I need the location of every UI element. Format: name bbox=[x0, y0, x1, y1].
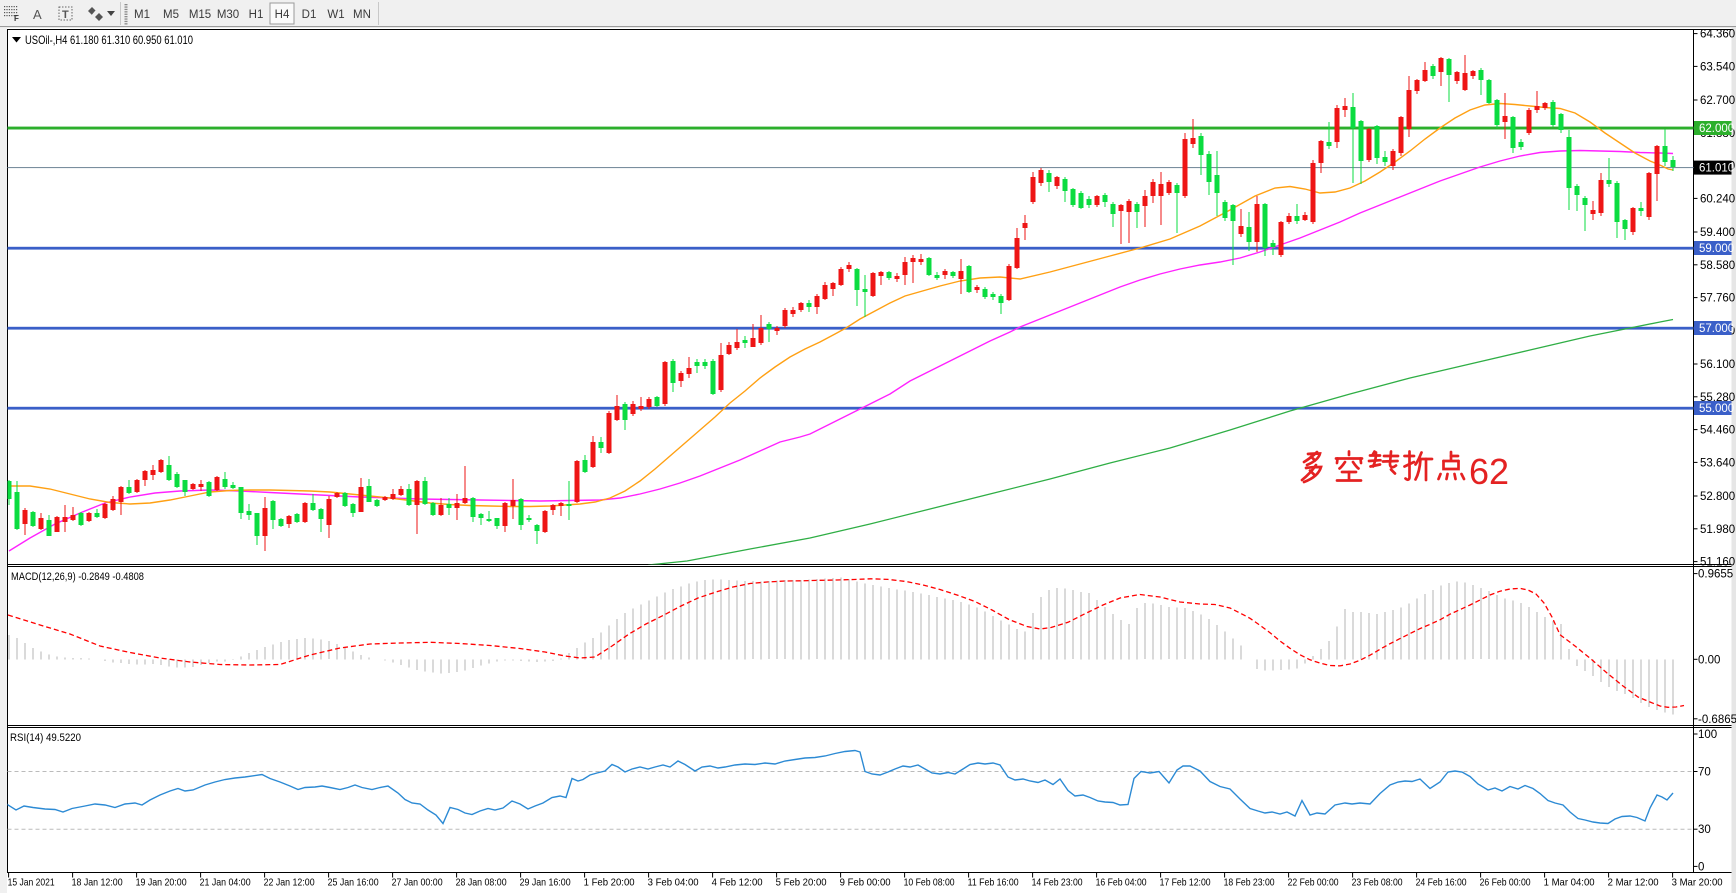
svg-text:21 Jan 04:00: 21 Jan 04:00 bbox=[200, 877, 251, 889]
svg-text:T: T bbox=[62, 9, 69, 21]
svg-text:-0.6865: -0.6865 bbox=[1698, 714, 1736, 726]
svg-text:A: A bbox=[33, 7, 42, 22]
svg-text:MACD(12,26,9) -0.2849 -0.4808: MACD(12,26,9) -0.2849 -0.4808 bbox=[11, 571, 144, 583]
svg-text:57.760: 57.760 bbox=[1700, 293, 1735, 305]
svg-text:MN: MN bbox=[353, 9, 371, 21]
svg-text:59.000: 59.000 bbox=[1699, 243, 1734, 255]
svg-text:60.240: 60.240 bbox=[1700, 193, 1735, 205]
svg-text:59.400: 59.400 bbox=[1700, 227, 1735, 239]
svg-text:M5: M5 bbox=[163, 9, 179, 21]
svg-text:22 Jan 12:00: 22 Jan 12:00 bbox=[264, 877, 315, 889]
svg-text:100: 100 bbox=[1698, 729, 1717, 741]
svg-text:0.9655: 0.9655 bbox=[1698, 569, 1733, 581]
svg-text:5 Feb 20:00: 5 Feb 20:00 bbox=[776, 877, 827, 889]
svg-text:F: F bbox=[14, 14, 19, 23]
svg-text:54.460: 54.460 bbox=[1700, 425, 1735, 437]
svg-text:H4: H4 bbox=[275, 9, 290, 21]
svg-text:53.640: 53.640 bbox=[1700, 457, 1735, 469]
svg-text:17 Feb 12:00: 17 Feb 12:00 bbox=[1160, 877, 1211, 889]
svg-text:M30: M30 bbox=[217, 9, 239, 21]
svg-text:3 Mar 20:00: 3 Mar 20:00 bbox=[1672, 877, 1723, 889]
svg-text:19 Jan 20:00: 19 Jan 20:00 bbox=[136, 877, 187, 889]
svg-text:2 Mar 12:00: 2 Mar 12:00 bbox=[1608, 877, 1659, 889]
svg-text:58.580: 58.580 bbox=[1700, 260, 1735, 272]
svg-text:H1: H1 bbox=[249, 9, 264, 21]
svg-text:M1: M1 bbox=[134, 9, 150, 21]
svg-text:26 Feb 00:00: 26 Feb 00:00 bbox=[1480, 877, 1531, 889]
svg-text:61.010: 61.010 bbox=[1699, 163, 1734, 175]
svg-text:28 Jan 08:00: 28 Jan 08:00 bbox=[456, 877, 507, 889]
svg-text:11 Feb 16:00: 11 Feb 16:00 bbox=[968, 877, 1019, 889]
svg-text:9 Feb 00:00: 9 Feb 00:00 bbox=[840, 877, 891, 889]
svg-text:27 Jan 00:00: 27 Jan 00:00 bbox=[392, 877, 443, 889]
svg-text:25 Jan 16:00: 25 Jan 16:00 bbox=[328, 877, 379, 889]
svg-text:4 Feb 12:00: 4 Feb 12:00 bbox=[712, 877, 763, 889]
svg-text:29 Jan 16:00: 29 Jan 16:00 bbox=[520, 877, 571, 889]
svg-text:62: 62 bbox=[1469, 451, 1509, 492]
svg-text:23 Feb 08:00: 23 Feb 08:00 bbox=[1352, 877, 1403, 889]
svg-text:30: 30 bbox=[1698, 824, 1711, 836]
svg-text:0.00: 0.00 bbox=[1698, 654, 1720, 666]
svg-text:14 Feb 23:00: 14 Feb 23:00 bbox=[1032, 877, 1083, 889]
svg-text:24 Feb 16:00: 24 Feb 16:00 bbox=[1416, 877, 1467, 889]
svg-text:1 Feb 20:00: 1 Feb 20:00 bbox=[584, 877, 635, 889]
svg-text:22 Feb 00:00: 22 Feb 00:00 bbox=[1288, 877, 1339, 889]
svg-text:51.160: 51.160 bbox=[1700, 557, 1735, 569]
svg-text:16 Feb 04:00: 16 Feb 04:00 bbox=[1096, 877, 1147, 889]
svg-text:RSI(14) 49.5220: RSI(14) 49.5220 bbox=[10, 732, 81, 744]
svg-text:52.800: 52.800 bbox=[1700, 491, 1735, 503]
svg-text:55.280: 55.280 bbox=[1700, 392, 1735, 404]
svg-text:M15: M15 bbox=[189, 9, 211, 21]
svg-text:70: 70 bbox=[1698, 767, 1711, 779]
svg-text:D1: D1 bbox=[302, 9, 317, 21]
svg-text:18 Jan 12:00: 18 Jan 12:00 bbox=[72, 877, 123, 889]
svg-text:63.540: 63.540 bbox=[1700, 61, 1735, 73]
svg-text:56.100: 56.100 bbox=[1700, 359, 1735, 371]
svg-text:USOil-,H4 61.180 61.310 60.95: USOil-,H4 61.180 61.310 60.950 61.010 bbox=[25, 33, 193, 47]
svg-text:64.360: 64.360 bbox=[1700, 29, 1735, 41]
svg-text:62.000: 62.000 bbox=[1699, 123, 1734, 135]
svg-text:18 Feb 23:00: 18 Feb 23:00 bbox=[1224, 877, 1275, 889]
svg-text:3 Feb 04:00: 3 Feb 04:00 bbox=[648, 877, 699, 889]
svg-text:15 Jan 2021: 15 Jan 2021 bbox=[8, 877, 55, 889]
svg-text:W1: W1 bbox=[327, 9, 344, 21]
svg-text:10 Feb 08:00: 10 Feb 08:00 bbox=[904, 877, 955, 889]
svg-text:51.980: 51.980 bbox=[1700, 524, 1735, 536]
svg-text:55.000: 55.000 bbox=[1699, 403, 1734, 415]
svg-text:1 Mar 04:00: 1 Mar 04:00 bbox=[1544, 877, 1595, 889]
svg-text:0: 0 bbox=[1698, 861, 1704, 873]
svg-text:57.000: 57.000 bbox=[1699, 323, 1734, 335]
svg-text:62.700: 62.700 bbox=[1700, 95, 1735, 107]
